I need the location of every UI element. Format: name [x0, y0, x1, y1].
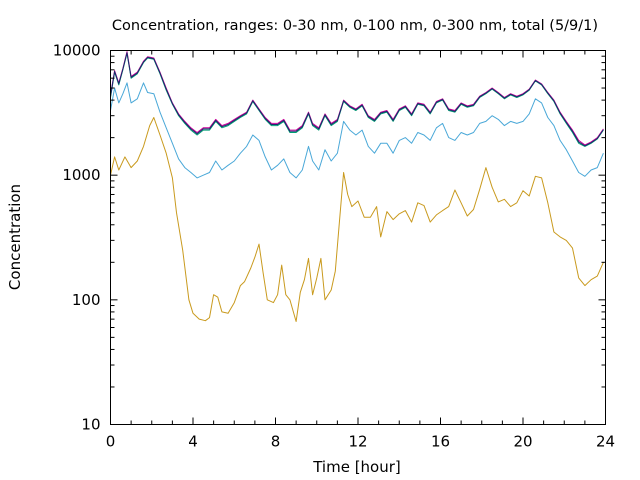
series-layer — [110, 51, 604, 322]
x-axis-label: Time [hour] — [312, 458, 401, 476]
x-tick-label: 24 — [596, 433, 615, 451]
y-tick-label: 1000 — [62, 166, 100, 184]
series-line-1 — [110, 117, 604, 322]
x-tick-label: 8 — [271, 433, 281, 451]
plot-frame — [110, 50, 606, 425]
y-tick-label: 100 — [72, 291, 101, 309]
y-axis-label: Concentration — [6, 184, 24, 290]
chart-title: Concentration, ranges: 0-30 nm, 0-100 nm… — [112, 18, 598, 34]
x-tick-label: 4 — [188, 433, 198, 451]
x-tick-label: 20 — [513, 433, 532, 451]
ticks-layer: 0 4 8 12 16 20 24 10 100 1000 10000 — [53, 42, 615, 451]
series-line-4 — [110, 51, 604, 146]
series-line-5 — [110, 52, 604, 147]
x-tick-label: 16 — [431, 433, 450, 451]
y-tick-label: 10000 — [53, 42, 101, 60]
y-tick-label: 10 — [81, 416, 100, 434]
series-line-3 — [110, 52, 604, 147]
x-tick-label: 12 — [348, 433, 367, 451]
x-tick-label: 0 — [106, 433, 116, 451]
series-line-2 — [110, 82, 604, 179]
